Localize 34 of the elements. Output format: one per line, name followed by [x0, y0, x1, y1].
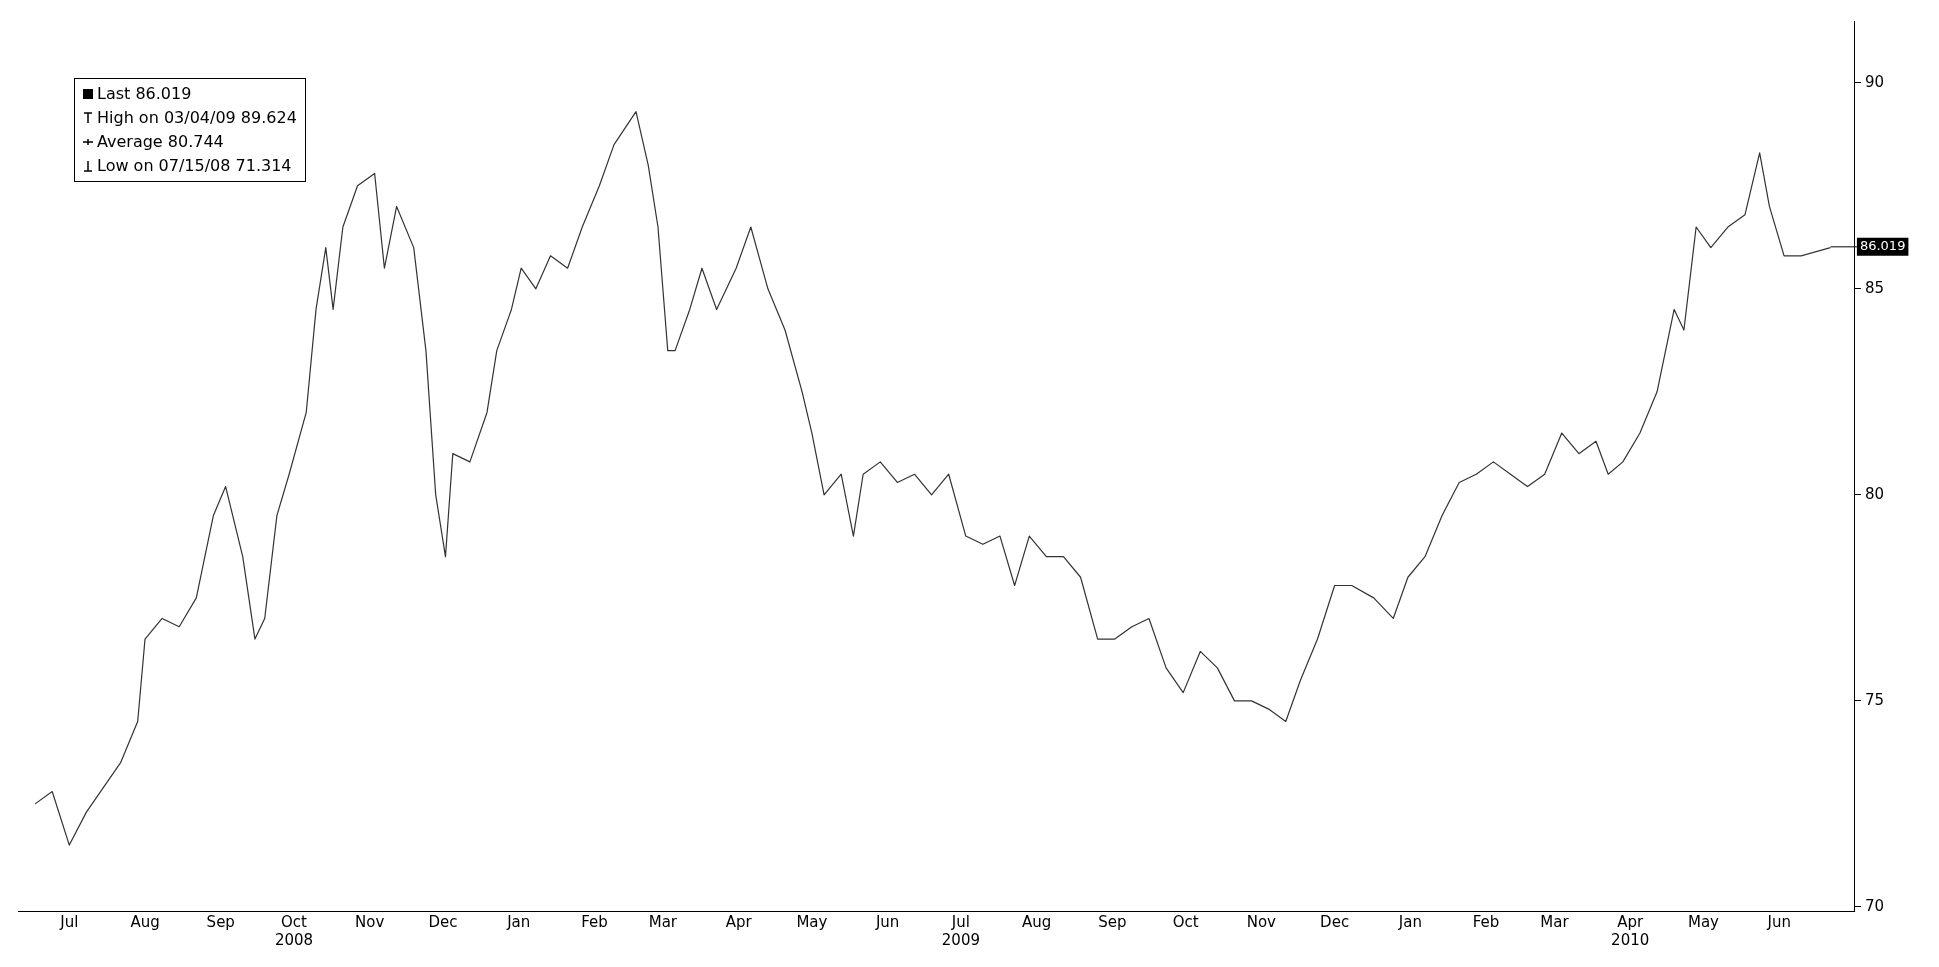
x-tick-label: May — [1687, 912, 1720, 931]
x-tick-label: May — [796, 912, 828, 931]
x-tick-label: Aug — [1021, 912, 1052, 931]
y-tick-label: 75 — [1864, 690, 1885, 709]
annotation: Low on 07/15/08 71.314 — [97, 155, 292, 177]
x-tick-label: Mar — [1540, 912, 1570, 931]
x-tick-label: Jan — [506, 912, 531, 931]
x-tick-label: Feb — [581, 912, 608, 931]
x-tick-label: Apr 2010 — [1611, 912, 1650, 949]
x-tick-label: Jan — [1397, 912, 1422, 931]
x-tick-label: Dec — [428, 912, 458, 931]
x-tick-label: Aug — [130, 912, 160, 931]
x-tick-label: Apr — [725, 912, 753, 931]
y-tick-label: 85 — [1864, 278, 1885, 297]
y-tick-label: 70 — [1864, 896, 1885, 915]
annotation: Last 86.019 — [97, 83, 192, 105]
x-tick-label: Oct 2008 — [274, 912, 314, 949]
annotation: Average 80.744 — [97, 131, 224, 153]
x-tick-label: Nov — [355, 912, 385, 931]
x-tick-label: Jul 2009 — [941, 912, 980, 949]
x-tick-label: Sep — [1098, 912, 1127, 931]
x-tick-label: Sep — [206, 912, 235, 931]
annotation: 86.019 — [1859, 238, 1906, 254]
x-tick-label: Dec — [1320, 912, 1350, 931]
y-tick-label: 80 — [1864, 484, 1885, 503]
x-tick-label: Jun — [1766, 912, 1791, 931]
x-tick-label: Oct — [1172, 912, 1199, 931]
x-tick-label: Jun — [874, 912, 900, 931]
y-tick-label: 90 — [1864, 72, 1885, 91]
x-tick-label: Jul — [59, 912, 79, 931]
x-tick-label: Mar — [648, 912, 678, 931]
annotation: High on 03/04/09 89.624 — [97, 107, 297, 129]
x-tick-label: Feb — [1472, 912, 1500, 931]
x-tick-label: Nov — [1246, 912, 1277, 931]
